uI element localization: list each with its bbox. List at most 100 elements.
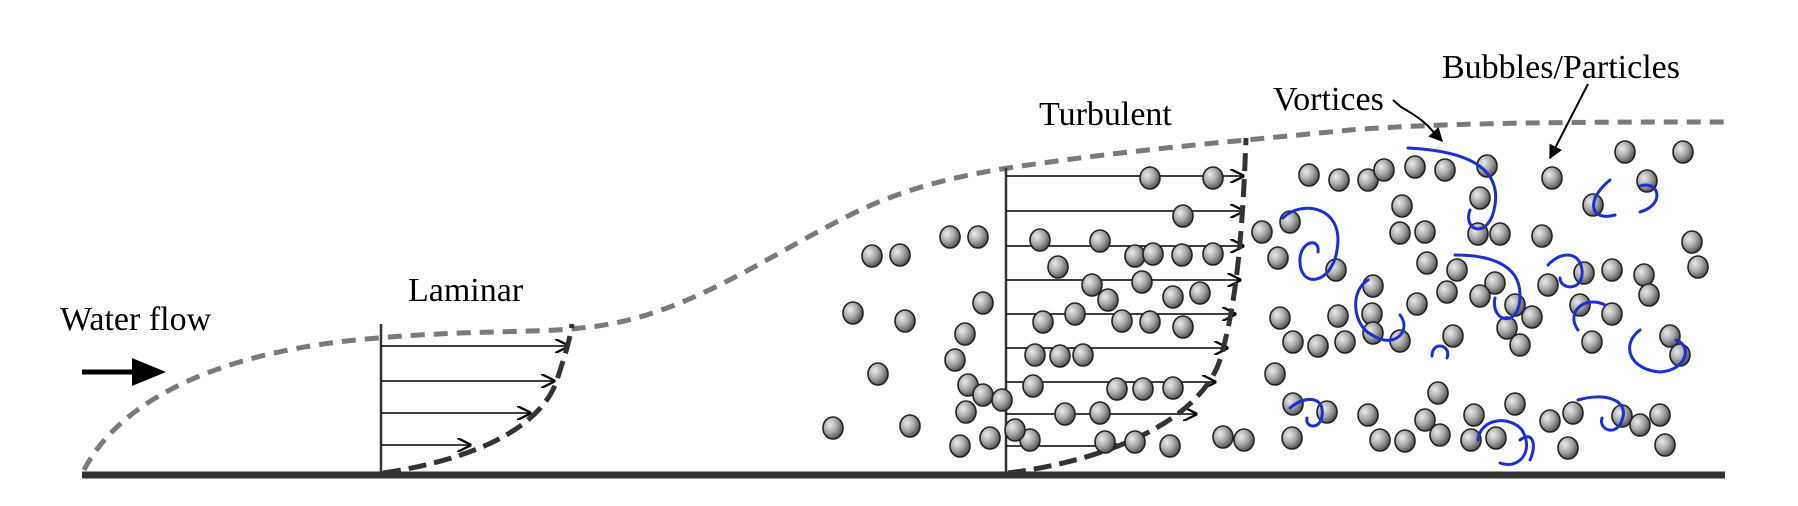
boundary-layer-edge bbox=[81, 119, 1726, 472]
water-flow-label: Water flow bbox=[60, 301, 212, 338]
bubble-particle bbox=[1394, 429, 1416, 453]
bubble-particle bbox=[1581, 330, 1603, 354]
vortex-swirl bbox=[1281, 206, 1340, 281]
bubble-particle bbox=[1124, 244, 1146, 268]
bubble-particle bbox=[1111, 309, 1133, 333]
bubble-particle bbox=[1094, 430, 1116, 454]
bubbles-particles-label: Bubbles/Particles bbox=[1442, 49, 1680, 86]
bubble-particle bbox=[1327, 304, 1349, 328]
vortex-swirl bbox=[1430, 344, 1450, 360]
bubble-particle bbox=[822, 416, 844, 440]
bubble-particle bbox=[1541, 166, 1563, 190]
bubble-particle bbox=[1089, 229, 1111, 253]
bubble-particle bbox=[1463, 403, 1485, 427]
bubble-particle bbox=[1629, 413, 1651, 437]
bubble-particle bbox=[1032, 310, 1054, 334]
vortex-swirl bbox=[1518, 435, 1535, 462]
bubble-particle bbox=[889, 243, 911, 267]
bubble-particle bbox=[1369, 428, 1391, 452]
bubble-particle bbox=[861, 244, 883, 268]
bubble-particle bbox=[1334, 330, 1356, 354]
bubble-particle bbox=[1681, 230, 1703, 254]
bubble-particle bbox=[1029, 228, 1051, 252]
bubble-particle bbox=[1139, 166, 1161, 190]
bubble-particle bbox=[1573, 261, 1595, 285]
bubble-particle bbox=[1264, 362, 1286, 386]
bubble-particle bbox=[1659, 324, 1681, 348]
vortex-swirl bbox=[1628, 328, 1687, 374]
bubble-particle bbox=[1537, 273, 1559, 297]
vortex-swirl bbox=[1572, 300, 1607, 332]
bubble-particle bbox=[979, 426, 1001, 450]
bubble-particle bbox=[1047, 255, 1069, 279]
bubble-particle bbox=[1124, 430, 1146, 454]
bubble-particle bbox=[1024, 343, 1046, 367]
bubble-particle bbox=[949, 434, 971, 458]
bubbles-leader-arrow bbox=[1549, 83, 1589, 160]
vortices-group bbox=[1281, 146, 1687, 466]
bubble-particle bbox=[1638, 283, 1660, 307]
bubble-particle bbox=[1601, 258, 1623, 282]
bubble-particle bbox=[967, 225, 989, 249]
bubble-particle bbox=[1172, 315, 1194, 339]
bubble-particle bbox=[1436, 280, 1458, 304]
bubble-particle bbox=[1081, 273, 1103, 297]
bubble-particle bbox=[1489, 222, 1511, 246]
bubble-particle bbox=[1414, 408, 1436, 432]
bubble-particle bbox=[1469, 186, 1491, 210]
bubble-particle bbox=[1404, 155, 1426, 179]
bubble-particle bbox=[1416, 251, 1438, 275]
bubble-particle bbox=[1072, 343, 1094, 367]
bubble-particle bbox=[1162, 376, 1184, 400]
bubble-particle bbox=[1357, 168, 1379, 192]
bubble-particle bbox=[1132, 377, 1154, 401]
bubble-particle bbox=[1298, 163, 1320, 187]
bubble-particle bbox=[1212, 425, 1234, 449]
bubble-particle bbox=[972, 291, 994, 315]
bubble-particle bbox=[1442, 324, 1464, 348]
bubble-particle bbox=[1171, 243, 1193, 267]
bubble-particle bbox=[1189, 281, 1211, 305]
bubble-particle bbox=[1004, 418, 1026, 442]
bubble-particle bbox=[1089, 401, 1111, 425]
laminar-profile bbox=[379, 323, 575, 476]
vortex-swirl bbox=[1354, 278, 1406, 342]
bubble-particle bbox=[894, 309, 916, 333]
bubble-particle bbox=[1097, 288, 1119, 312]
bubble-particle bbox=[1106, 377, 1128, 401]
bubble-particle bbox=[867, 362, 889, 386]
vortex-swirl bbox=[1453, 253, 1522, 321]
bubble-particle bbox=[1562, 401, 1584, 425]
bubble-particle bbox=[1328, 168, 1350, 192]
bubble-particle bbox=[1269, 306, 1291, 330]
bubble-particle bbox=[1131, 270, 1153, 294]
bubble-particle bbox=[1233, 428, 1255, 452]
vortex-swirl bbox=[1406, 146, 1498, 231]
right-arrow-icon bbox=[82, 358, 166, 386]
bubble-particle bbox=[1049, 344, 1071, 368]
bubble-particle bbox=[1406, 292, 1428, 316]
bubble-particle bbox=[1460, 428, 1482, 452]
bubble-particle bbox=[1357, 403, 1379, 427]
turbulent-label: Turbulent bbox=[1039, 96, 1172, 133]
bubble-particle bbox=[954, 322, 976, 346]
vortices-leader-arrow bbox=[1392, 99, 1443, 143]
bubble-particle bbox=[1601, 302, 1623, 326]
bubble-particle bbox=[1509, 333, 1531, 357]
bubble-particle bbox=[1362, 274, 1384, 298]
bubble-particle bbox=[1307, 334, 1329, 358]
bubble-particle bbox=[1281, 426, 1303, 450]
bubble-particle bbox=[1427, 381, 1449, 405]
bubble-particle bbox=[899, 414, 921, 438]
bubble-particle bbox=[972, 383, 994, 407]
bubble-particle bbox=[1649, 403, 1671, 427]
bubble-particle bbox=[1654, 433, 1676, 457]
bubble-particle bbox=[1373, 158, 1395, 182]
bubble-particle bbox=[1434, 158, 1456, 182]
bubble-particle bbox=[1539, 409, 1561, 433]
bubble-particle bbox=[1022, 374, 1044, 398]
bubble-particle bbox=[1672, 140, 1694, 164]
bubble-particle bbox=[1162, 285, 1184, 309]
vortex-swirl bbox=[1546, 253, 1584, 289]
